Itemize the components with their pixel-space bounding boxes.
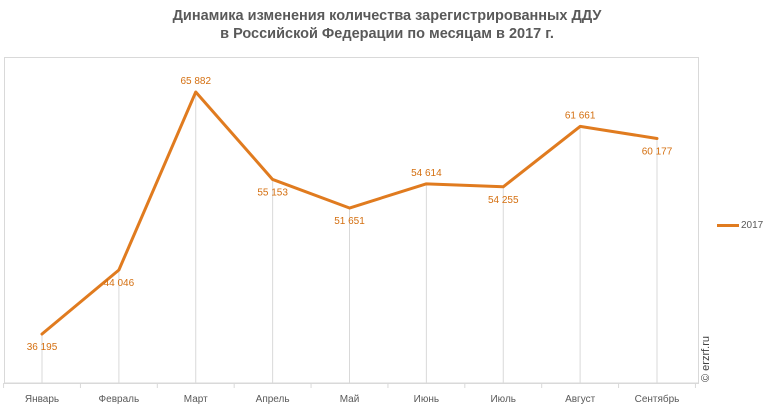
x-tick-label-0: Январь (25, 394, 59, 405)
chart-title: Динамика изменения количества зарегистри… (0, 7, 774, 43)
plot-area (4, 57, 699, 384)
legend: 2017 (717, 220, 763, 231)
data-label-4: 51 651 (334, 216, 365, 227)
series-line-2017 (40, 90, 659, 336)
data-label-6: 54 255 (488, 195, 519, 206)
data-label-3: 55 153 (257, 187, 288, 198)
legend-label: 2017 (741, 220, 764, 231)
credit-watermark: © erzrf.ru (700, 336, 712, 382)
x-tick-label-8: Сентябрь (635, 393, 680, 405)
x-tick-label-5: Июнь (414, 394, 439, 405)
data-label-0: 36 195 (27, 342, 58, 353)
legend-swatch (717, 224, 739, 227)
chart-title-line1: Динамика изменения количества зарегистри… (172, 8, 602, 24)
x-tick-label-1: Февраль (99, 394, 140, 405)
data-label-8: 60 177 (642, 147, 673, 158)
x-tick-label-7: Август (565, 394, 596, 405)
data-label-7: 61 661 (565, 110, 596, 121)
x-tick-label-3: Апрель (256, 394, 290, 405)
data-label-1: 44 046 (104, 278, 135, 289)
x-tick-label-6: Июль (490, 394, 516, 405)
data-label-5: 54 614 (411, 168, 442, 179)
data-label-2: 65 882 (180, 76, 211, 87)
chart-title-line2: в Российской Федерации по месяцам в 2017… (220, 26, 554, 42)
x-tick-label-2: Март (184, 394, 208, 405)
x-tick-label-4: Май (340, 394, 360, 405)
